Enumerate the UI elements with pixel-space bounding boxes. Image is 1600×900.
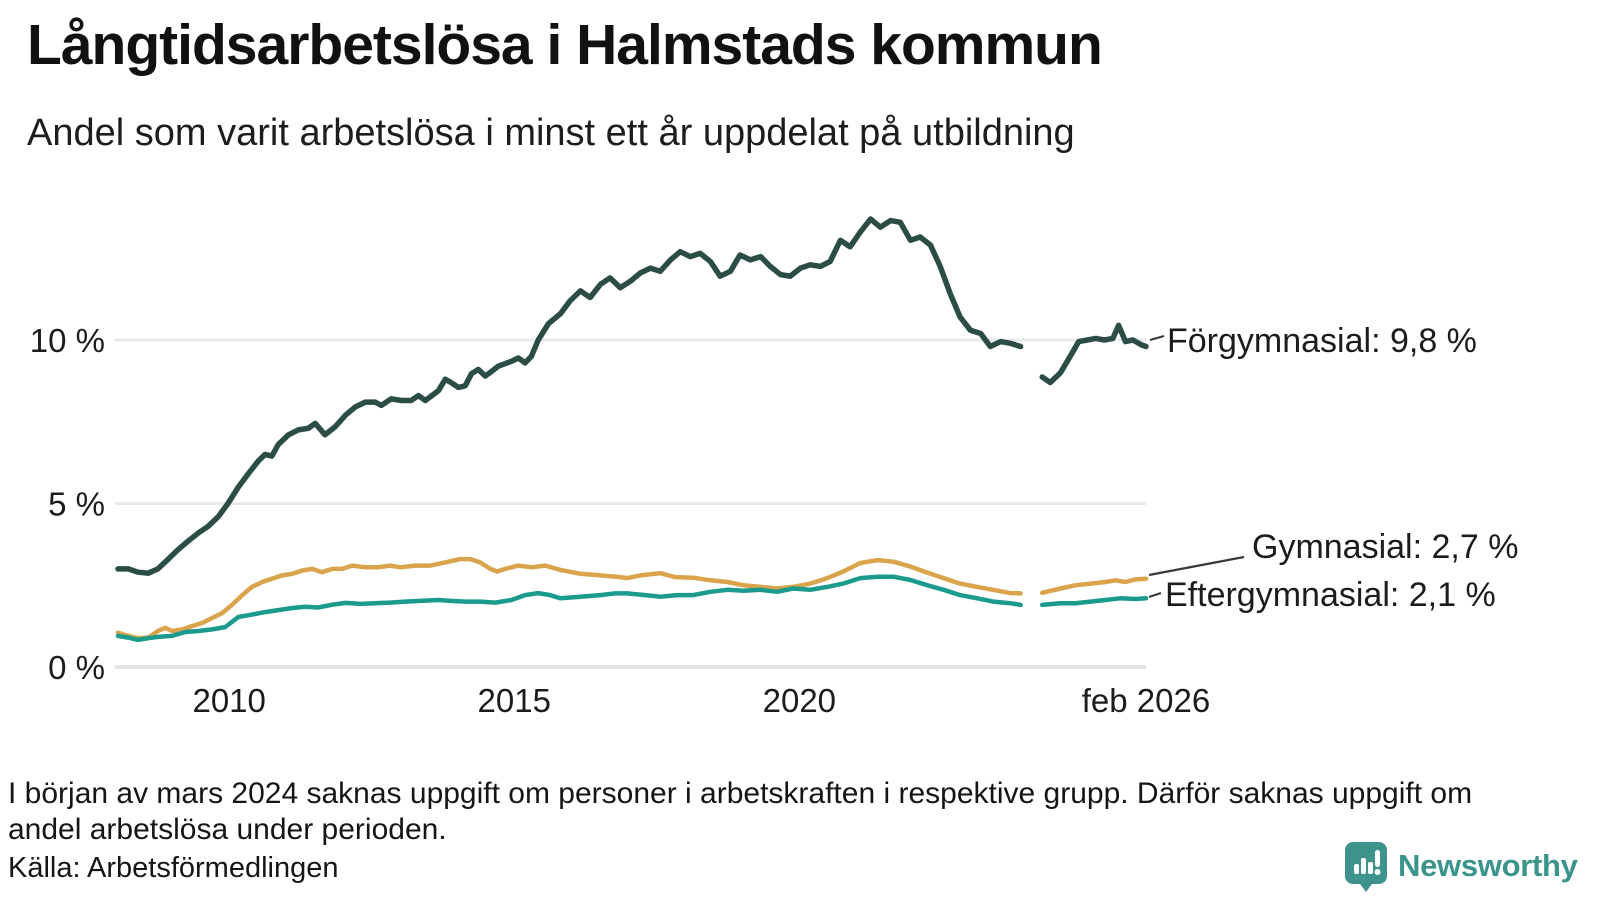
source-label: Källa: Arbetsförmedlingen — [8, 852, 339, 884]
x-axis-label-2010: 2010 — [192, 682, 265, 719]
newsworthy-logo-icon — [1345, 842, 1387, 892]
x-axis-label-feb-2026: feb 2026 — [1082, 682, 1210, 719]
y-axis-label-0: 0 % — [48, 649, 105, 686]
x-axis-label-2020: 2020 — [763, 682, 836, 719]
series-line-forgymnasial-seg1 — [115, 216, 1024, 576]
newsworthy-logo-text: Newsworthy — [1398, 848, 1578, 883]
series-label-leader-eftergymnasial — [1148, 591, 1162, 599]
series-line-gymnasial-seg1 — [115, 556, 1023, 641]
series-line-gymnasial-seg2 — [1039, 576, 1149, 596]
x-axis-label-2015: 2015 — [478, 682, 551, 719]
page-title: Långtidsarbetslösa i Halmstads kommun — [27, 13, 1103, 77]
chart-subtitle: Andel som varit arbetslösa i minst ett å… — [27, 112, 1075, 154]
series-label-leader-gymnasial — [1148, 555, 1245, 577]
series-label-gymnasial: Gymnasial: 2,7 % — [1252, 528, 1518, 566]
footnote-line-2: andel arbetslösa under perioden. — [8, 813, 447, 846]
series-line-forgymnasial-seg2 — [1039, 322, 1149, 386]
y-axis-label-5: 5 % — [48, 486, 105, 523]
series-label-eftergymnasial: Eftergymnasial: 2,1 % — [1165, 576, 1496, 614]
y-axis-label-10: 10 % — [30, 322, 105, 359]
series-line-eftergymnasial-seg1 — [115, 574, 1023, 643]
newsworthy-logo[interactable]: Newsworthy — [1343, 840, 1578, 892]
footnote-line-1: I början av mars 2024 saknas uppgift om … — [8, 777, 1473, 810]
series-line-eftergymnasial-seg2 — [1039, 596, 1149, 608]
line-chart: 0 % 5 % 10 % 2010 2015 2020 feb 2026 Förgymnasi… — [30, 216, 1518, 719]
series-label-leader-forgymnasial — [1149, 334, 1165, 342]
chart-footnote: I början av mars 2024 saknas uppgift om … — [8, 776, 1583, 848]
series-label-forgymnasial: Förgymnasial: 9,8 % — [1167, 322, 1477, 360]
